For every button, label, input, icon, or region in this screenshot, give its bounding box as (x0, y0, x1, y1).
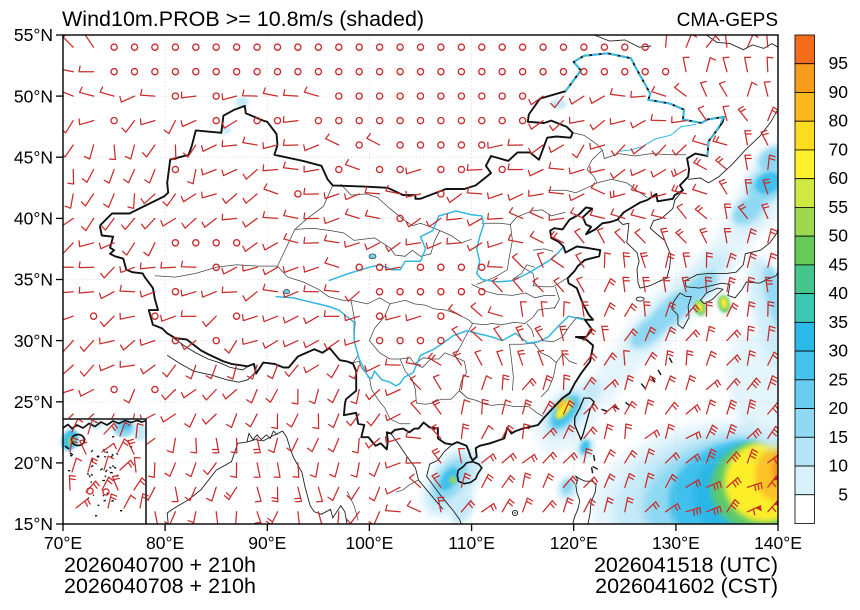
svg-text:70: 70 (829, 139, 849, 159)
svg-text:40°N: 40°N (14, 209, 53, 229)
svg-text:5: 5 (838, 484, 848, 504)
svg-text:50°N: 50°N (14, 86, 53, 106)
svg-text:60: 60 (829, 168, 849, 188)
svg-text:2026040708 + 210h: 2026040708 + 210h (64, 574, 256, 598)
svg-text:40: 40 (829, 283, 849, 303)
svg-text:90: 90 (829, 82, 849, 102)
svg-text:30°N: 30°N (14, 331, 53, 351)
svg-text:30: 30 (829, 341, 849, 361)
svg-text:15°N: 15°N (14, 514, 53, 534)
svg-text:10: 10 (829, 456, 849, 476)
svg-text:25: 25 (829, 369, 848, 389)
svg-text:70°E: 70°E (44, 533, 82, 553)
svg-text:55: 55 (829, 197, 848, 217)
svg-text:100°E: 100°E (345, 533, 393, 553)
svg-text:2026040700 + 210h: 2026040700 + 210h (64, 553, 256, 577)
svg-text:55°N: 55°N (14, 25, 53, 45)
svg-text:Wind10m.PROB >= 10.8m/s (shade: Wind10m.PROB >= 10.8m/s (shaded) (62, 7, 424, 31)
svg-text:140°E: 140°E (754, 533, 802, 553)
svg-text:50: 50 (829, 226, 849, 246)
svg-text:95: 95 (829, 53, 848, 73)
svg-text:20°N: 20°N (14, 453, 53, 473)
svg-text:130°E: 130°E (652, 533, 700, 553)
svg-text:35°N: 35°N (14, 270, 53, 290)
svg-text:35: 35 (829, 312, 848, 332)
svg-text:90°E: 90°E (248, 533, 286, 553)
svg-text:45°N: 45°N (14, 147, 53, 167)
svg-text:120°E: 120°E (550, 533, 598, 553)
svg-text:CMA-GEPS: CMA-GEPS (677, 10, 778, 31)
svg-text:80: 80 (829, 111, 849, 131)
svg-text:15: 15 (829, 427, 848, 447)
svg-text:80°E: 80°E (146, 533, 184, 553)
svg-text:25°N: 25°N (14, 392, 53, 412)
svg-text:2026041518 (UTC): 2026041518 (UTC) (594, 553, 778, 577)
svg-text:20: 20 (829, 398, 849, 418)
svg-text:2026041602 (CST): 2026041602 (CST) (595, 574, 778, 598)
svg-text:110°E: 110°E (448, 533, 495, 553)
svg-text:45: 45 (829, 254, 848, 274)
